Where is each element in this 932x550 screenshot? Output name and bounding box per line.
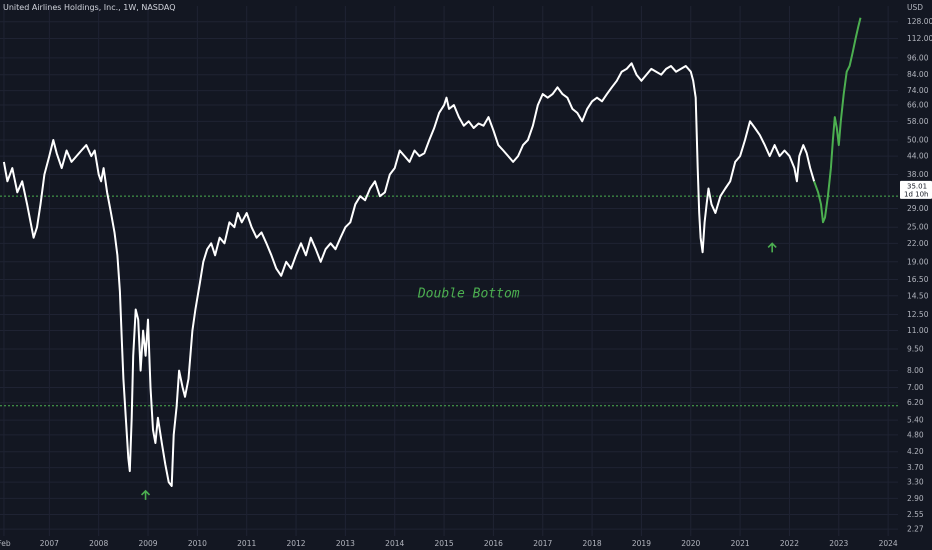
x-tick-label: 2019: [632, 539, 651, 548]
x-tick-label: 2022: [780, 539, 799, 548]
x-axis: Feb 2007 2008 2009 2010 2011 2012 2013 2014 2015 2…: [0, 539, 898, 548]
price-badge-countdown: 1d 10h: [904, 190, 928, 198]
y-tick-label: 84.00: [907, 70, 929, 79]
x-tick-label: 2024: [879, 539, 898, 548]
y-tick-label: 44.00: [907, 152, 929, 161]
x-tick-label: 2014: [385, 539, 404, 548]
y-tick-label: 38.00: [907, 170, 929, 179]
y-axis: 128.00 112.00 96.00 84.00 74.00 66.00 58.00 50.…: [907, 17, 932, 533]
y-tick-label: 14.50: [907, 291, 929, 300]
chart-title: United Airlines Holdings, Inc., 1W, NASD…: [3, 3, 176, 12]
y-tick-label: 74.00: [907, 86, 929, 95]
y-tick-label: 8.00: [907, 366, 924, 375]
y-tick-label: 96.00: [907, 53, 929, 62]
x-tick-label: 2011: [237, 539, 256, 548]
support-lines: [0, 195, 898, 407]
y-tick-label: 4.80: [907, 430, 924, 439]
x-tick-label: 2020: [681, 539, 700, 548]
y-tick-label: 128.00: [907, 17, 932, 26]
y-tick-label: 2.55: [907, 510, 924, 519]
y-tick-label: 2.90: [907, 494, 924, 503]
x-tick-label: Feb: [0, 539, 11, 548]
y-tick-label: 29.00: [907, 204, 929, 213]
y-tick-label: 112.00: [907, 34, 932, 43]
y-tick-label: 6.20: [907, 398, 924, 407]
x-tick-label: 2012: [286, 539, 305, 548]
y-tick-label: 4.20: [907, 447, 924, 456]
y-tick-label: 12.50: [907, 310, 929, 319]
currency-label: USD: [907, 3, 923, 12]
y-tick-label: 19.00: [907, 257, 929, 266]
x-tick-label: 2016: [484, 539, 503, 548]
price-badge-value: 35.01: [907, 182, 927, 190]
x-tick-label: 2018: [583, 539, 602, 548]
x-tick-label: 2008: [89, 539, 108, 548]
x-tick-label: 2015: [435, 539, 454, 548]
y-tick-label: 25.00: [907, 223, 929, 232]
price-badge-box: [900, 180, 932, 199]
y-tick-label: 66.00: [907, 101, 929, 110]
y-tick-label: 16.50: [907, 275, 929, 284]
markers: [140, 242, 777, 500]
y-tick-label: 5.40: [907, 416, 924, 425]
y-tick-label: 58.00: [907, 117, 929, 126]
y-tick-label: 7.00: [907, 383, 924, 392]
y-tick-label: 9.50: [907, 345, 924, 354]
x-tick-label: 2009: [138, 539, 157, 548]
x-tick-label: 2021: [731, 539, 750, 548]
y-tick-label: 11.00: [907, 326, 929, 335]
y-tick-label: 3.30: [907, 478, 924, 487]
price-series: [2, 17, 862, 487]
y-tick-label: 50.00: [907, 135, 929, 144]
x-tick-label: 2013: [336, 539, 355, 548]
x-tick-label: 2023: [829, 539, 848, 548]
y-tick-label: 3.70: [907, 463, 924, 472]
x-tick-label: 2017: [533, 539, 552, 548]
x-tick-label: 2007: [40, 539, 59, 548]
y-tick-label: 22.00: [907, 239, 929, 248]
y-tick-label: 2.27: [907, 525, 924, 534]
x-tick-label: 2010: [188, 539, 207, 548]
grid-layer: [0, 6, 898, 536]
arrow-up-icon: [767, 242, 777, 253]
price-line: [2, 62, 816, 487]
double-bottom-annotation: Double Bottom: [417, 287, 520, 302]
arrow-up-icon: [140, 489, 151, 500]
price-line-recent: [813, 17, 862, 224]
